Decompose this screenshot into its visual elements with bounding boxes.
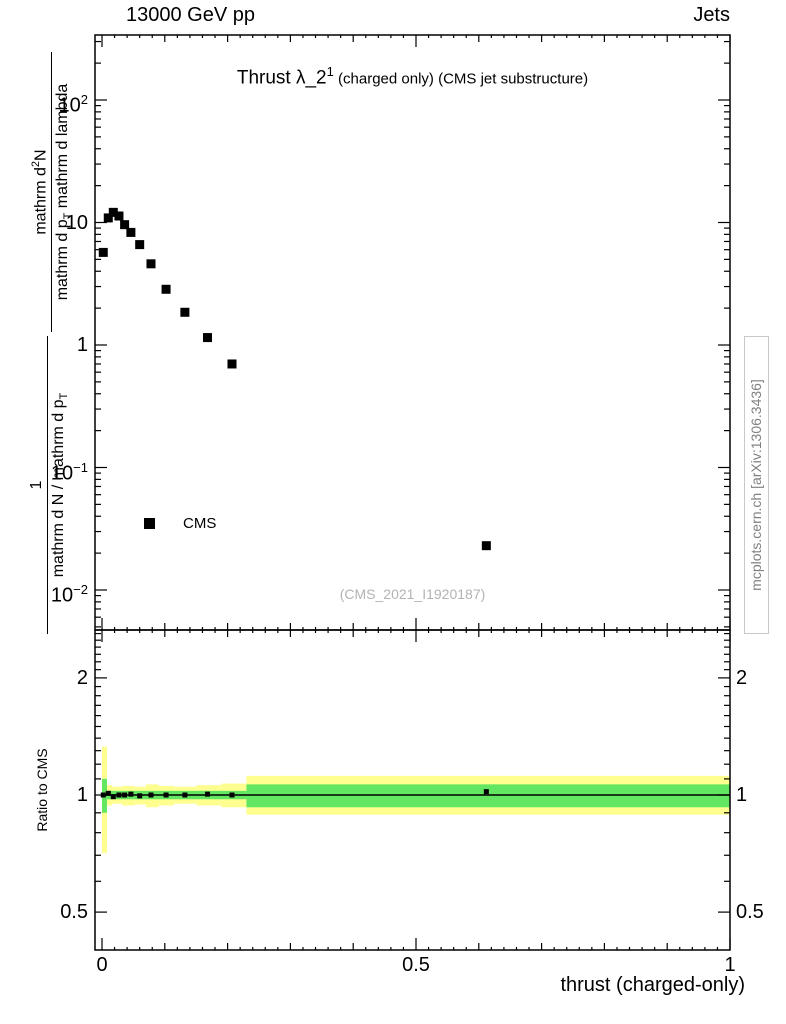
main-y-tick-label: 102 [58,92,88,117]
x-tick-label: 0 [96,954,108,976]
ratio-y-tick-label-right: 1 [736,784,748,806]
ratio-marker [229,792,235,798]
ratio-marker [128,791,134,797]
ratio-marker [182,792,188,798]
plot-title: Thrust λ_21 (charged only) (CMS jet subs… [95,64,730,89]
ratio-marker [148,792,154,798]
ratio-band-green-segment [246,784,730,808]
legend-label: CMS [183,515,217,532]
main-y-tick-label: 10−1 [50,459,88,485]
ratio-marker [205,791,211,797]
ratio-marker [483,789,489,795]
ratio-y-tick-label-left: 2 [76,666,88,689]
data-point [114,211,124,221]
data-point [108,207,118,217]
legend-marker-square-icon [144,518,155,529]
data-point [146,259,156,269]
plot-title-superscript: 1 [326,64,334,79]
ratio-marker [137,793,143,799]
analysis-id-watermark: (CMS_2021_I1920187) [339,586,486,602]
ratio-marker [163,792,169,798]
data-point [135,240,145,250]
ratio-marker [116,792,122,798]
ratio-marker [105,790,111,796]
mcplots-arxiv-note: mcplots.cern.ch [arXiv:1306.3436] [744,336,769,634]
data-point [180,307,190,317]
data-point [203,333,213,343]
ratio-y-tick-label-right: 0.5 [736,901,764,924]
main-y-tick-label: 1 [76,334,88,356]
ratio-y-tick-label-right: 2 [736,666,748,689]
data-point [120,220,130,230]
beam-energy-label: 13000 GeV pp [126,4,255,26]
main-y-tick-label: 10−2 [50,582,88,607]
data-point [126,227,136,237]
ratio-y-tick-label-left: 0.5 [60,901,88,924]
data-point [103,213,113,223]
main-panel-frame [94,34,731,631]
ratio-marker [122,792,128,798]
plot-title-main: Thrust λ_2 [236,67,327,89]
analysis-type-label: Jets [693,4,730,26]
data-point [98,247,108,257]
ratio-marker [110,794,116,800]
x-axis-label: thrust (charged-only) [560,974,745,996]
data-point [227,359,237,369]
data-point [481,541,491,551]
ratio-panel-frame [94,629,731,951]
legend: CMS [144,515,216,532]
x-tick-label: 0.5 [402,954,430,976]
data-point [161,284,171,294]
main-y-tick-label: 10 [65,211,88,234]
x-tick-label: 1 [724,954,736,976]
plot-title-suffix: (charged only) (CMS jet substructure) [333,70,589,88]
ratio-y-tick-label-left: 1 [76,784,88,806]
